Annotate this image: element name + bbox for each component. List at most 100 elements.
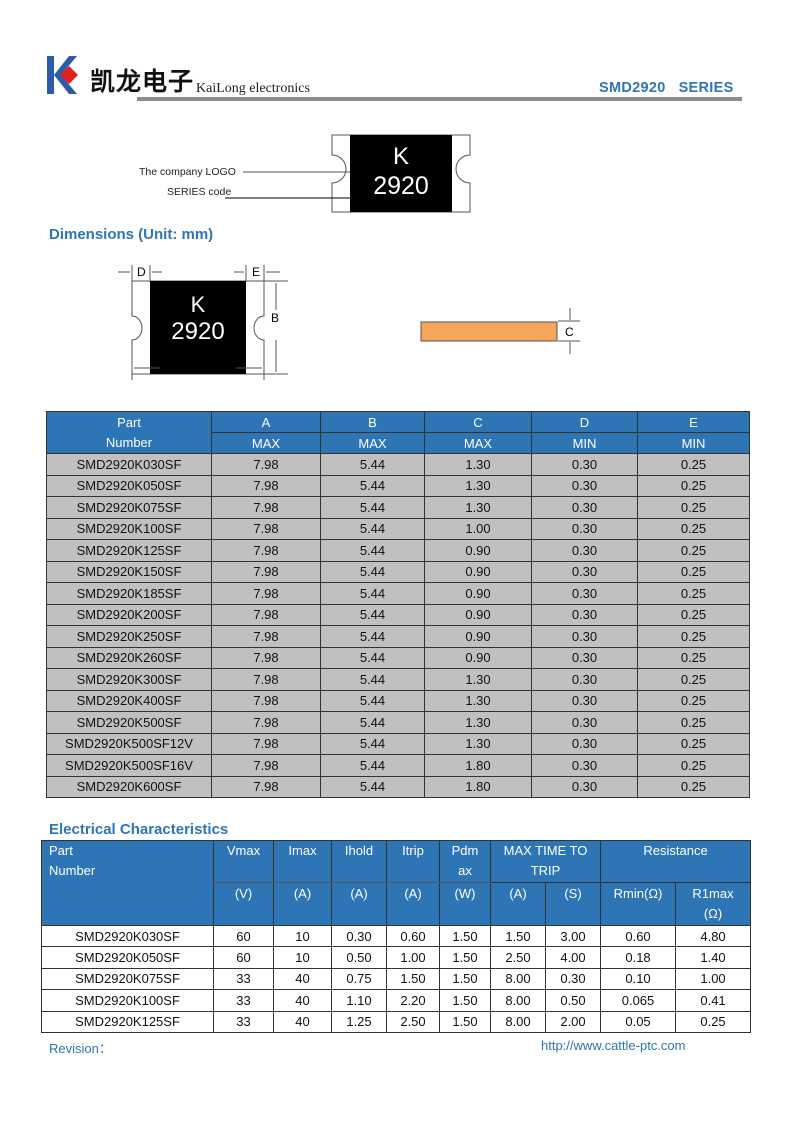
table-cell: 5.44: [320, 560, 425, 583]
table-cell: 10: [273, 946, 332, 969]
part-number-cell: SMD2920K260SF: [46, 646, 212, 669]
part-number-cell: SMD2920K030SF: [41, 924, 214, 948]
part-number-cell: SMD2920K500SF16V: [46, 754, 212, 777]
table-cell: 1.30: [424, 668, 532, 691]
table-cell: 0.25: [637, 474, 750, 497]
table-row: SMD2920K500SF16V 7.98 5.44 1.80 0.30 0.25: [46, 754, 750, 777]
dimensions-title: Dimensions (Unit: mm): [49, 226, 214, 243]
column-header: Vmax: [213, 840, 274, 883]
column-header: A: [211, 411, 321, 433]
table-cell: 0.30: [531, 689, 638, 712]
column-subheader: MAX: [320, 432, 425, 454]
table-cell: 0.30: [544, 967, 602, 991]
column-header: Part Number: [41, 840, 214, 926]
table-row: SMD2920K500SF 7.98 5.44 1.30 0.30 0.25: [46, 711, 750, 734]
column-subheader: Number: [46, 432, 212, 454]
dimensions-table: Part A B C D E Number MAX MAX MAX MIN MIN SMD2920K03…: [46, 411, 750, 798]
column-header: D: [531, 411, 638, 433]
table-cell: 0.30: [531, 732, 638, 755]
table-cell: 1.80: [424, 775, 532, 798]
column-header: Itrip: [386, 840, 440, 883]
table-cell: 7.98: [211, 603, 321, 626]
table-cell: 5.44: [320, 517, 425, 540]
table-cell: 0.30: [531, 668, 638, 691]
column-header: Resistance: [600, 840, 752, 883]
table-cell: 4.00: [544, 946, 602, 969]
table-cell: 0.25: [675, 1010, 752, 1033]
table-cell: 7.98: [211, 582, 321, 605]
part-number-cell: SMD2920K100SF: [41, 989, 214, 1012]
header-rule: [137, 97, 742, 101]
table-cell: 0.30: [531, 582, 638, 605]
table-cell: 0.90: [424, 560, 532, 583]
table-cell: 7.98: [211, 775, 321, 798]
table-cell: 1.50: [386, 967, 440, 991]
part-number-cell: SMD2920K250SF: [46, 625, 212, 648]
part-number-cell: SMD2920K300SF: [46, 668, 212, 691]
table-cell: 5.44: [320, 668, 425, 691]
table-cell: 5.44: [320, 732, 425, 755]
table-cell: 0.90: [424, 539, 532, 562]
table-cell: 60: [213, 946, 274, 969]
label-series-code: SERIES code: [167, 186, 232, 198]
part-number-cell: SMD2920K400SF: [46, 689, 212, 712]
table-cell: 2.50: [490, 946, 546, 969]
header-row: Part A B C D E: [46, 411, 750, 433]
table-cell: 40: [273, 967, 332, 991]
table-cell: 0.18: [600, 946, 677, 969]
table-cell: 8.00: [490, 967, 546, 991]
table-cell: 0.25: [637, 603, 750, 626]
part-number-cell: SMD2920K125SF: [46, 539, 212, 562]
table-cell: 0.25: [637, 560, 750, 583]
table-cell: 1.30: [424, 711, 532, 734]
dimension-drawing: [118, 265, 580, 380]
table-row: SMD2920K500SF12V 7.98 5.44 1.30 0.30 0.25: [46, 732, 750, 755]
table-cell: 0.30: [531, 754, 638, 777]
table-cell: 0.25: [637, 775, 750, 798]
table-cell: 33: [213, 1010, 274, 1033]
table-cell: 1.30: [424, 732, 532, 755]
chip-logo: K: [392, 143, 409, 170]
column-subheader: Rmin(Ω): [600, 882, 677, 926]
brand-chinese: 凯龙电子: [90, 67, 195, 96]
table-cell: 0.25: [637, 496, 750, 519]
table-cell: 0.90: [424, 646, 532, 669]
part-number-cell: SMD2920K100SF: [46, 517, 212, 540]
table-cell: 0.75: [331, 967, 387, 991]
table-cell: 5.44: [320, 625, 425, 648]
header-row: (V) (A) (A) (A) (W) (A) (S) Rmin(Ω) R1max (Ω): [42, 882, 752, 926]
part-number-cell: SMD2920K150SF: [46, 560, 212, 583]
table-cell: 5.44: [320, 453, 425, 476]
electrical-title: Electrical Characteristics: [49, 821, 229, 838]
table-cell: 7.98: [211, 646, 321, 669]
table-cell: 0.60: [386, 924, 440, 948]
table-cell: 5.44: [320, 603, 425, 626]
revision-label: Revision：: [49, 1041, 112, 1056]
table-cell: 1.00: [675, 967, 752, 991]
table-cell: 1.80: [424, 754, 532, 777]
header-row: Number MAX MAX MAX MIN MIN: [46, 432, 750, 454]
part-number-cell: SMD2920K050SF: [46, 474, 212, 497]
table-row: SMD2920K185SF 7.98 5.44 0.90 0.30 0.25: [46, 582, 750, 605]
dim-label-b: B: [271, 311, 280, 325]
website-link[interactable]: http://www.cattle-ptc.com: [541, 1038, 686, 1053]
table-cell: 5.44: [320, 646, 425, 669]
table-cell: 0.05: [600, 1010, 677, 1033]
label-company-logo: The company LOGO: [139, 166, 236, 178]
table-cell: 1.25: [331, 1010, 387, 1033]
marking-diagram: [225, 134, 471, 213]
table-cell: 0.25: [637, 711, 750, 734]
column-subheader: MIN: [531, 432, 638, 454]
table-cell: 7.98: [211, 668, 321, 691]
column-subheader: MIN: [637, 432, 750, 454]
part-number-cell: SMD2920K125SF: [41, 1010, 214, 1033]
table-row: SMD2920K300SF 7.98 5.44 1.30 0.30 0.25: [46, 668, 750, 691]
table-cell: 1.30: [424, 496, 532, 519]
table-cell: 0.25: [637, 754, 750, 777]
table-cell: 7.98: [211, 625, 321, 648]
table-cell: 8.00: [490, 1010, 546, 1033]
table-row: SMD2920K100SF 33 40 1.10 2.20 1.50 8.00 0.50 0.0…: [41, 989, 752, 1012]
table-cell: 1.10: [331, 989, 387, 1012]
table-cell: 1.00: [424, 517, 532, 540]
table-row: SMD2920K050SF 7.98 5.44 1.30 0.30 0.25: [46, 474, 750, 497]
